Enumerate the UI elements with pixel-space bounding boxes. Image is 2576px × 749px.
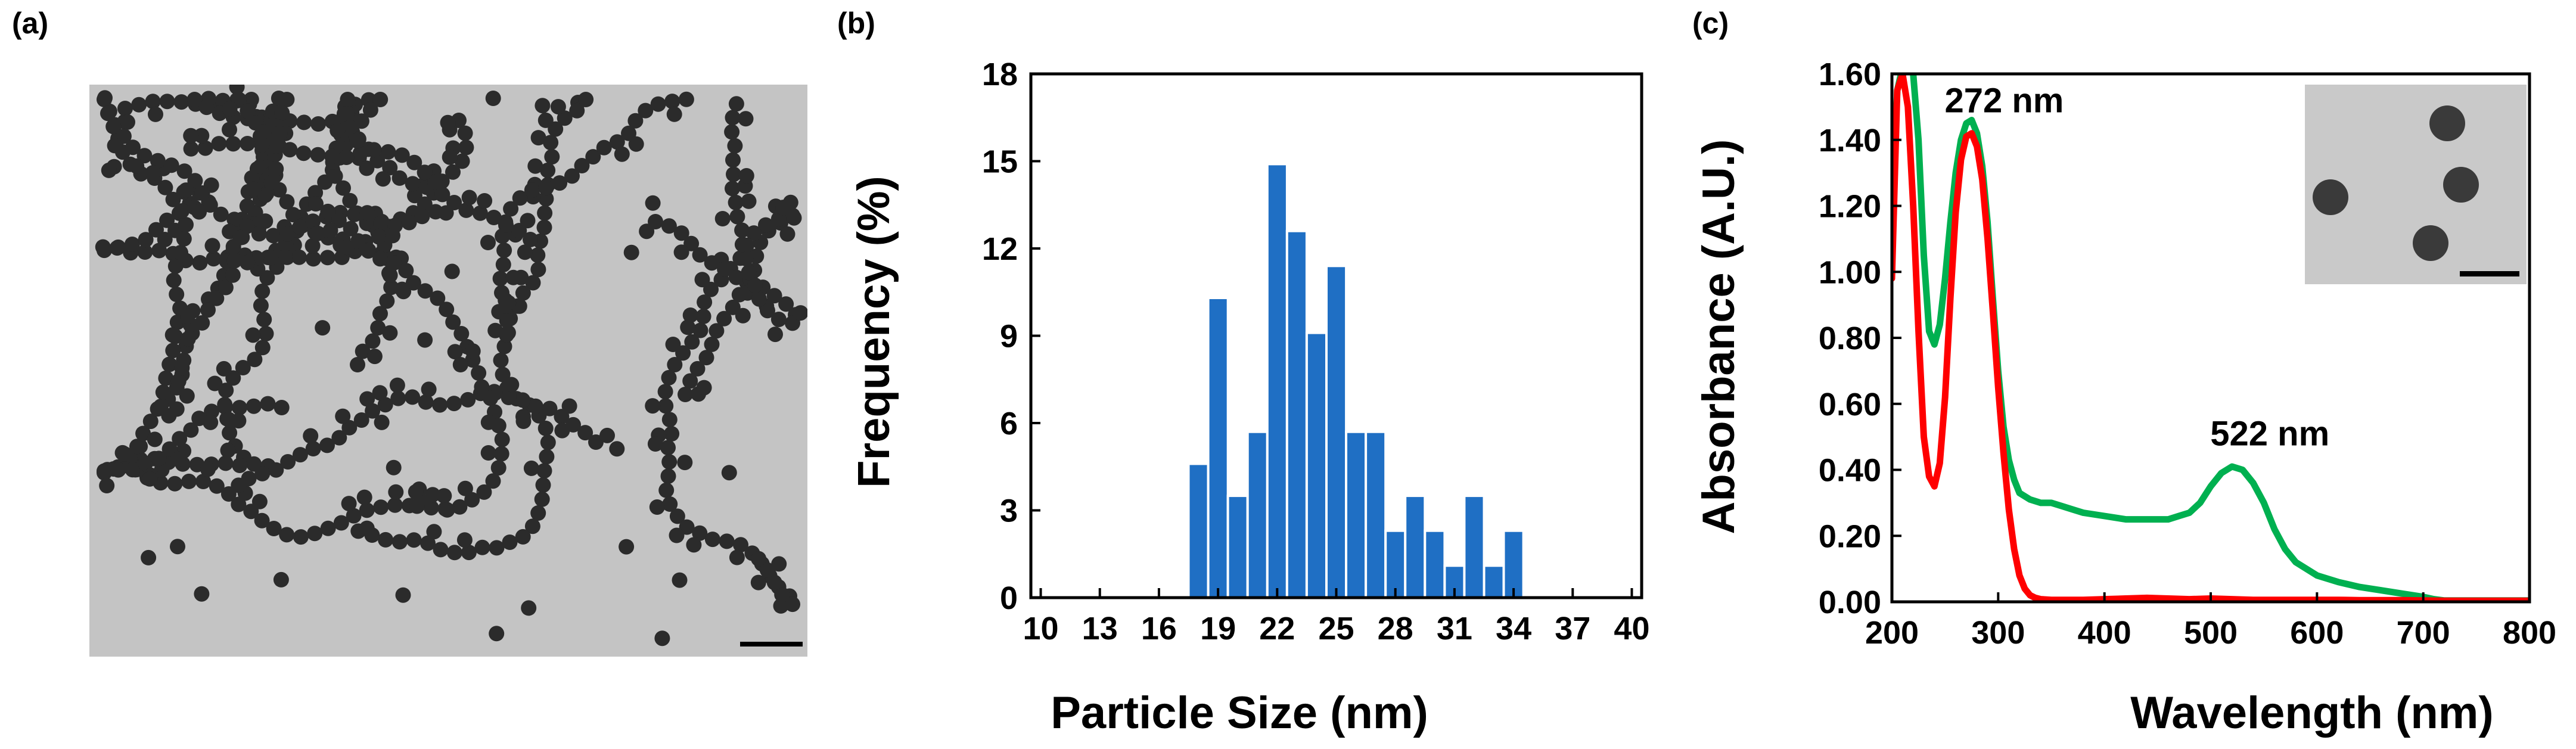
histogram-bar <box>1226 495 1249 599</box>
x-tick-label: 200 <box>1865 615 1919 651</box>
y-tick-label: 3 <box>1000 493 1018 529</box>
histogram-bar <box>1325 265 1348 599</box>
y-tick-label: 0.00 <box>1819 585 1881 620</box>
y-tick-label: 12 <box>982 231 1018 267</box>
y-tick-label: 0.20 <box>1819 518 1881 554</box>
y-tick-label: 1.00 <box>1819 254 1881 290</box>
x-axis-title: Particle Size (nm) <box>1051 688 1428 738</box>
nanoparticle-chains <box>95 79 809 647</box>
x-tick-label: 800 <box>2503 615 2556 651</box>
histogram-bar <box>1246 430 1269 599</box>
x-tick-label: 13 <box>1082 611 1118 647</box>
histogram-bar <box>1463 495 1486 599</box>
histogram-bar <box>1285 229 1308 599</box>
y-tick-label: 1.60 <box>1819 57 1881 92</box>
x-tick-label: 19 <box>1200 611 1236 647</box>
histogram-bar <box>1404 495 1427 599</box>
y-tick-label: 0 <box>1000 580 1018 616</box>
x-tick-label: 16 <box>1141 611 1177 647</box>
histogram-bar <box>1266 163 1288 599</box>
y-axis-title: Frequency (%) <box>849 176 899 488</box>
histogram-bar <box>1384 529 1407 599</box>
histogram-bar <box>1424 529 1446 599</box>
histogram-bar <box>1305 331 1328 599</box>
x-tick-label: 600 <box>2290 615 2344 651</box>
x-tick-label: 25 <box>1318 611 1354 647</box>
panel-label-c: (c) <box>1692 7 1729 40</box>
y-tick-label: 1.20 <box>1819 189 1881 225</box>
peak-annotation: 522 nm <box>2210 415 2329 453</box>
y-tick-label: 0.60 <box>1819 387 1881 422</box>
panel-label-b: (b) <box>837 7 875 40</box>
y-tick-label: 6 <box>1000 406 1018 442</box>
y-tick-label: 9 <box>1000 319 1018 355</box>
x-tick-label: 400 <box>2078 615 2131 651</box>
x-axis-title: Wavelength (nm) <box>2130 688 2493 738</box>
spectrum-line <box>1892 74 2530 602</box>
x-tick-label: 37 <box>1555 611 1590 647</box>
x-tick-label: 700 <box>2397 615 2450 651</box>
x-tick-label: 300 <box>1971 615 2025 651</box>
inset-scale-bar <box>2460 271 2519 276</box>
histogram-bar <box>1345 430 1368 599</box>
size-histogram: 0 3 6 9 12 15 18 10 13 16 19 22 25 28 31 34 37 40 Particl… <box>849 57 1650 738</box>
histogram-bar <box>1483 564 1505 599</box>
y-axis-title: Absorbance (A.U.) <box>1693 139 1744 534</box>
y-tick-label: 0.40 <box>1819 453 1881 489</box>
histogram-bar <box>1502 529 1525 599</box>
x-tick-label: 500 <box>2184 615 2238 651</box>
y-tick-label: 1.40 <box>1819 123 1881 158</box>
x-tick-label: 34 <box>1496 611 1531 647</box>
tem-micrograph <box>89 79 809 657</box>
histogram-bar <box>1365 430 1387 599</box>
histogram-bar <box>1187 462 1210 599</box>
x-tick-label: 28 <box>1378 611 1413 647</box>
inset-tem-image <box>2305 85 2527 284</box>
histogram-bar <box>1207 297 1229 599</box>
spectrum-line <box>1892 74 2530 602</box>
panel-label-a: (a) <box>12 7 49 40</box>
peak-annotation: 272 nm <box>1944 81 2064 120</box>
x-tick-label: 31 <box>1437 611 1472 647</box>
y-tick-label: 15 <box>982 144 1018 180</box>
y-tick-label: 0.80 <box>1819 321 1881 356</box>
y-tick-label: 18 <box>982 57 1018 92</box>
x-tick-label: 40 <box>1614 611 1649 647</box>
x-tick-label: 22 <box>1259 611 1295 647</box>
tem-micrograph-image <box>89 79 809 657</box>
absorbance-spectrum-chart: 0.00 0.20 0.40 0.60 0.80 1.00 1.20 1.40 1.60 200 3… <box>1693 57 2556 738</box>
scale-bar <box>740 642 803 647</box>
x-tick-label: 10 <box>1023 611 1058 647</box>
